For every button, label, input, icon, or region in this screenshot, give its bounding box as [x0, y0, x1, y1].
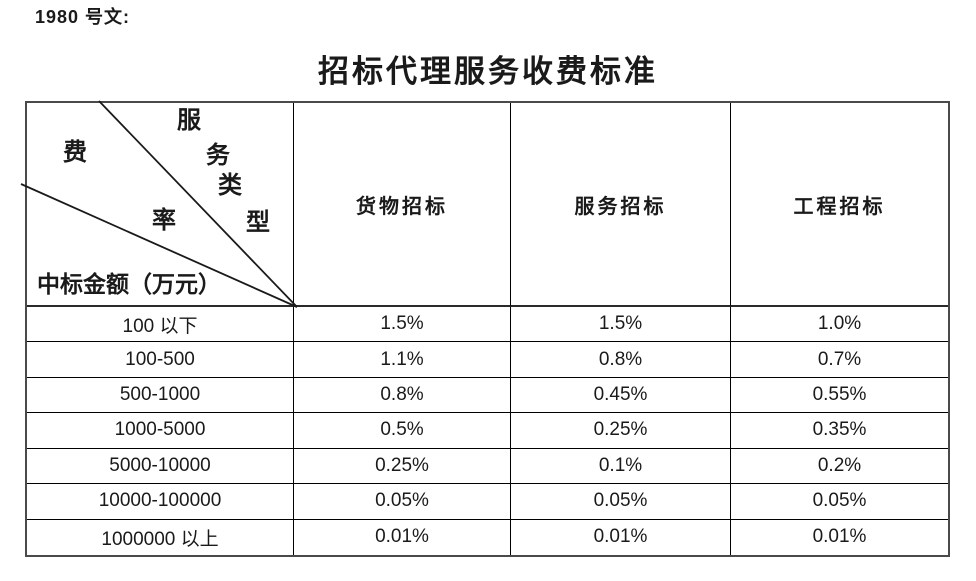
row-label: 500-1000 [27, 377, 294, 414]
axis-rate-char: 费 [63, 140, 87, 166]
cell-services: 0.05% [511, 484, 731, 520]
axis-service-type-char: 类 [218, 173, 242, 199]
row-label: 1000000 以上 [27, 519, 294, 555]
column-header-works: 工程招标 [731, 103, 948, 307]
axis-service-type-char: 服 [177, 108, 201, 134]
cell-works: 1.0% [731, 307, 948, 343]
cell-works: 0.2% [731, 449, 948, 485]
fee-standard-table: 服 务 类 型 费 率 中标金额（万元） 货物招标 服务招标 工程招标 100 … [20, 100, 950, 557]
axis-bid-amount-label: 中标金额（万元） [37, 272, 221, 297]
document-number: 1980 号文: [35, 7, 131, 27]
cell-services: 0.25% [511, 413, 731, 449]
row-label: 100-500 [27, 342, 294, 378]
axis-rate-char: 率 [152, 208, 176, 234]
axis-service-type-char: 务 [206, 143, 230, 169]
cell-goods: 0.05% [294, 484, 511, 520]
row-label: 10000-100000 [27, 484, 294, 520]
axis-service-type-char: 型 [246, 210, 270, 236]
cell-services: 0.8% [511, 342, 731, 378]
diagonal-header-cell: 服 务 类 型 费 率 中标金额（万元） [20, 100, 298, 308]
row-label: 100 以下 [27, 307, 294, 343]
cell-works: 0.35% [731, 413, 948, 449]
row-label: 1000-5000 [27, 413, 294, 449]
cell-services: 0.01% [511, 519, 731, 555]
diagonal-divider-lines [20, 100, 298, 308]
cell-works: 0.55% [731, 378, 948, 414]
column-header-goods: 货物招标 [294, 103, 511, 307]
row-label: 5000-10000 [27, 448, 294, 485]
cell-works: 0.7% [731, 342, 948, 378]
column-header-services: 服务招标 [511, 103, 731, 307]
cell-services: 0.1% [511, 448, 731, 485]
cell-goods: 0.25% [294, 448, 511, 485]
document-title: 招标代理服务收费标准 [318, 54, 658, 89]
cell-works: 0.01% [812, 526, 867, 548]
cell-services: 1.5% [511, 307, 731, 343]
cell-goods: 1.1% [294, 342, 511, 378]
cell-goods: 0.01% [294, 519, 511, 555]
cell-goods: 1.5% [294, 307, 511, 343]
cell-works: 0.05% [731, 484, 948, 520]
cell-goods: 0.8% [294, 377, 511, 414]
cell-goods: 0.5% [294, 413, 511, 449]
cell-services: 0.45% [511, 377, 731, 414]
